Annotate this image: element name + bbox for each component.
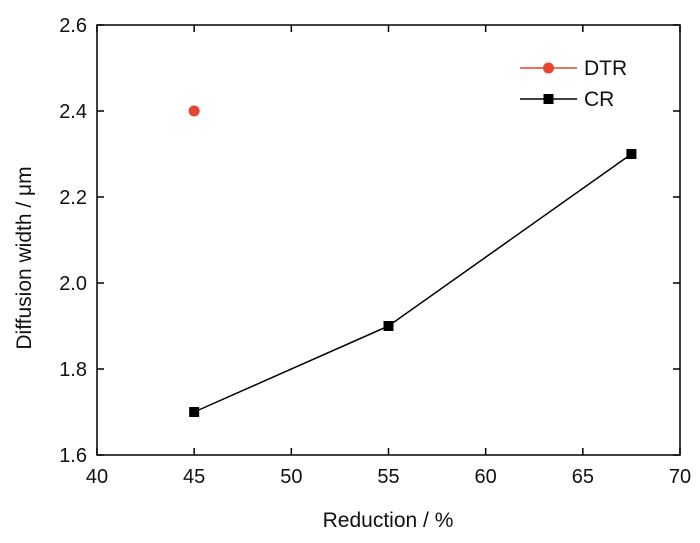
- x-tick-label: 55: [377, 466, 399, 488]
- x-tick-label: 50: [280, 466, 302, 488]
- y-tick-label: 1.8: [59, 359, 87, 381]
- legend-label-dtr: DTR: [584, 57, 627, 80]
- x-tick-label: 40: [86, 466, 108, 488]
- x-axis: 40 45 50 55 60 65 70: [86, 25, 691, 488]
- series-line-cr: [193, 153, 632, 413]
- y-tick-label: 2.6: [59, 15, 87, 37]
- series-dtr: [188, 105, 200, 117]
- series-layer: [188, 105, 637, 417]
- data-point-dtr: [188, 105, 200, 117]
- x-tick-label: 45: [183, 466, 205, 488]
- x-axis-label: Reduction / %: [323, 509, 454, 532]
- x-tick-label: 70: [669, 466, 691, 488]
- legend: DTR CR: [520, 57, 627, 111]
- legend-item-dtr: DTR: [520, 57, 627, 80]
- legend-marker-dtr: [543, 62, 554, 74]
- legend-label-cr: CR: [584, 88, 614, 111]
- y-tick-label: 2.0: [59, 273, 87, 295]
- series-cr: [189, 149, 637, 417]
- y-tick-label: 2.4: [59, 101, 87, 123]
- y-tick-label: 2.2: [59, 187, 87, 209]
- data-point-cr: [626, 149, 637, 159]
- y-axis-label: Diffusion width / μm: [13, 166, 36, 349]
- x-tick-label: 65: [572, 466, 594, 488]
- data-point-cr: [189, 407, 200, 417]
- y-axis: 1.6 1.8 2.0 2.2 2.4 2.6: [59, 15, 680, 467]
- legend-marker-cr: [543, 94, 554, 104]
- x-tick-label: 60: [475, 466, 497, 488]
- legend-item-cr: CR: [520, 88, 614, 111]
- y-tick-label: 1.6: [59, 445, 87, 467]
- data-point-cr: [383, 321, 394, 331]
